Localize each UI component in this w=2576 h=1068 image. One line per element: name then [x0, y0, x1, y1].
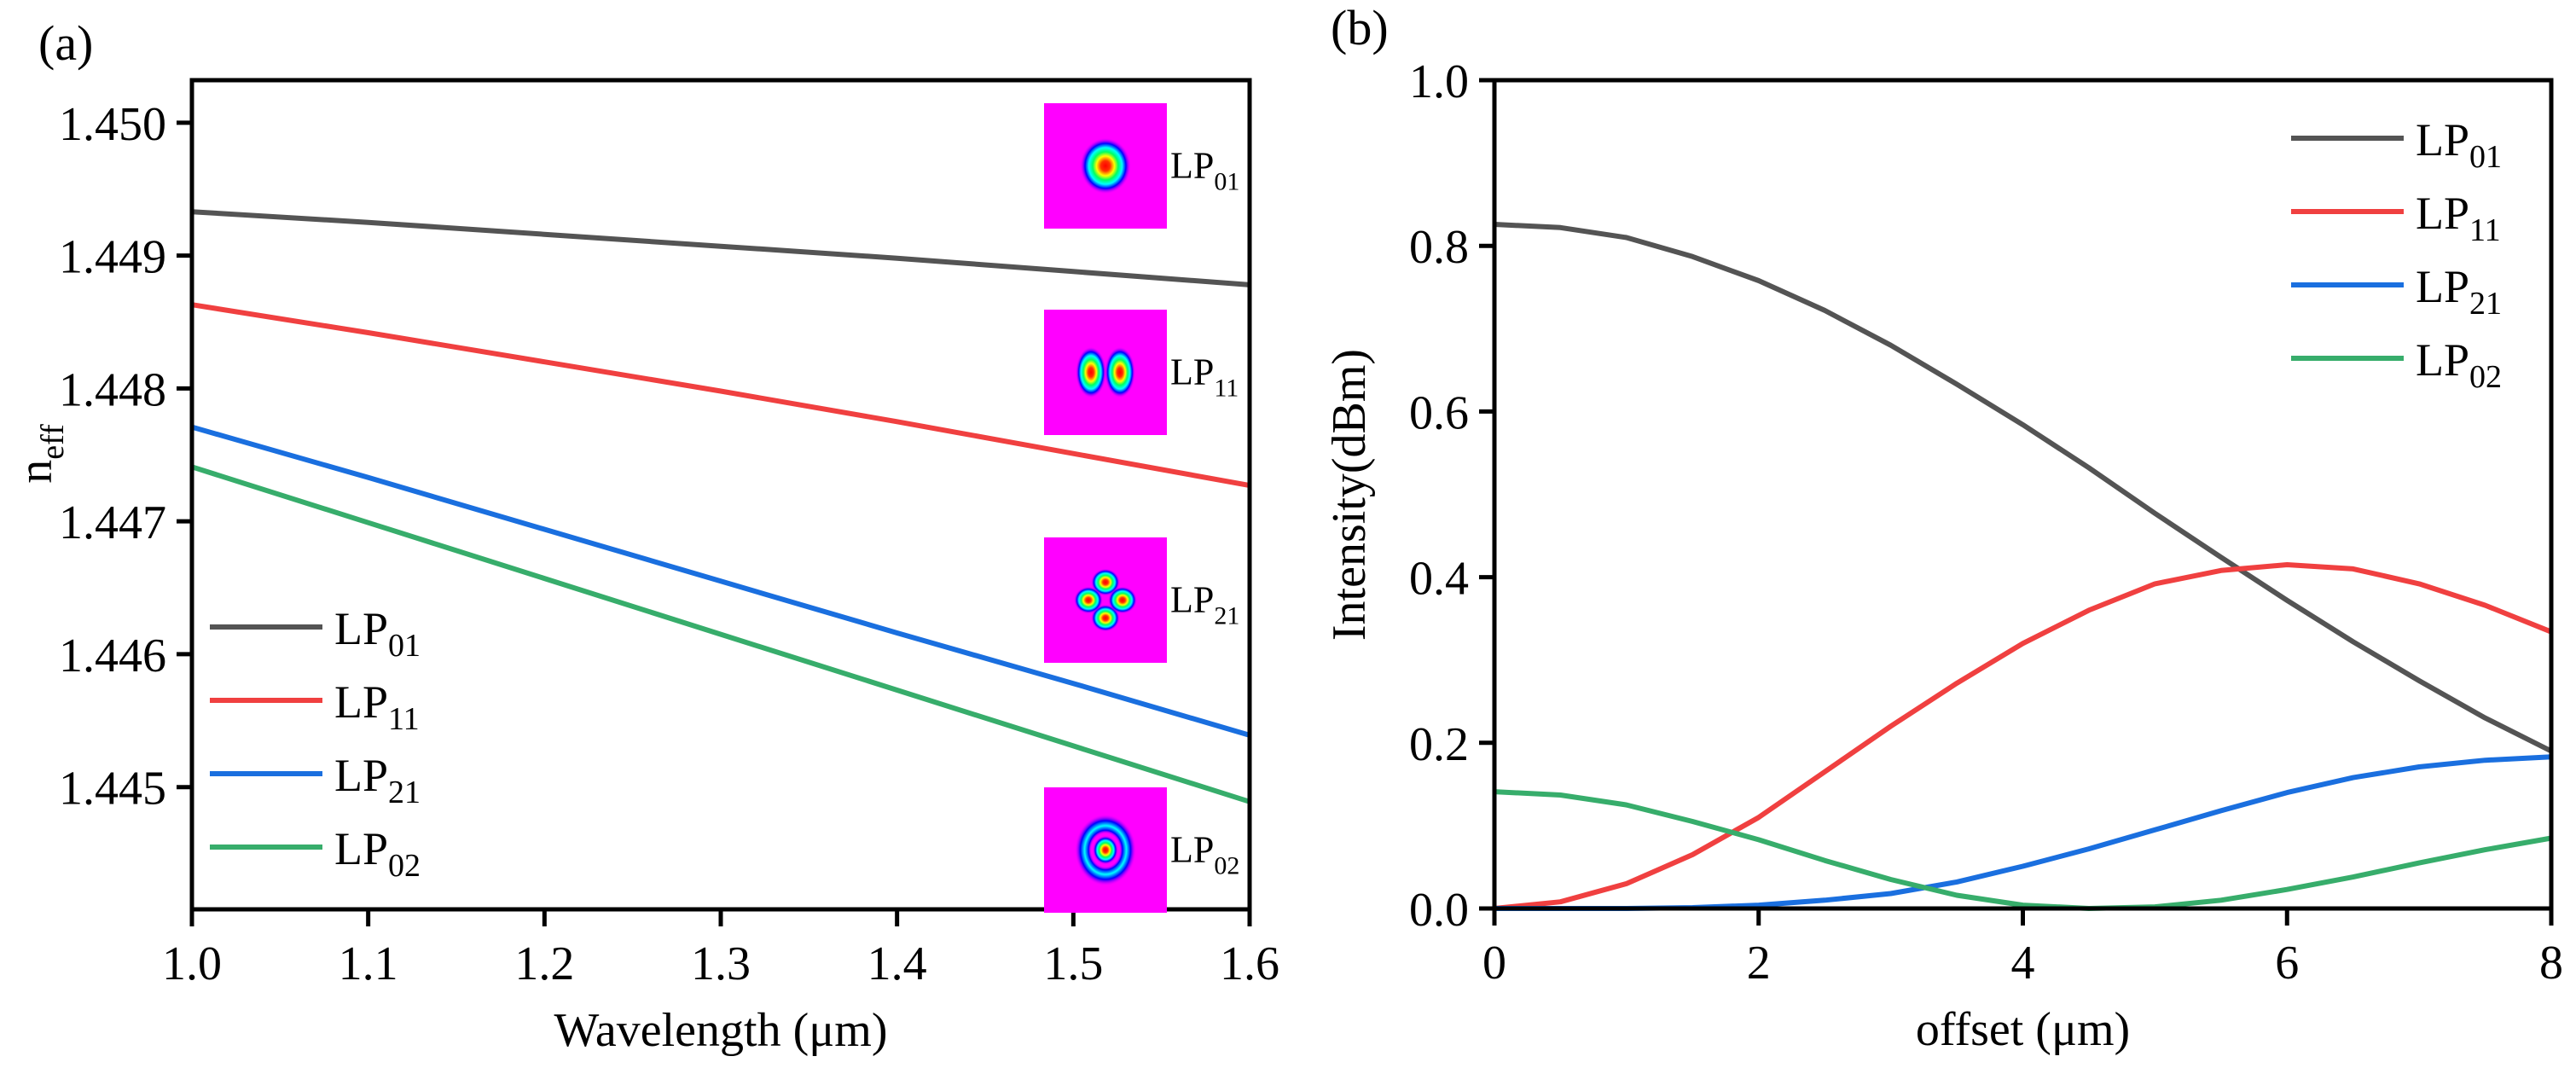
- y-tick-label: 1.450: [59, 98, 166, 151]
- mode-inset-label: LP11: [1170, 351, 1239, 403]
- x-axis-label: Wavelength (μm): [554, 1004, 888, 1057]
- legend-label-sub: 01: [388, 628, 421, 664]
- x-tick-label: 1.4: [867, 937, 927, 990]
- y-tick-label: 1.0: [1409, 55, 1469, 108]
- mode-inset-label-sub: 21: [1214, 602, 1239, 630]
- legend-label: LP21: [2416, 261, 2502, 322]
- mode-lobe: [1093, 835, 1118, 865]
- legend-label: LP21: [334, 750, 421, 810]
- series-line-lp21: [191, 424, 1250, 738]
- y-tick-label: 1.449: [59, 231, 166, 284]
- mode-lobe: [1080, 137, 1131, 194]
- mode-inset-label-sub: 11: [1214, 374, 1239, 403]
- legend-label-main: LP: [334, 750, 388, 801]
- legend-label-sub: 02: [2469, 359, 2502, 395]
- legend-label-sub: 02: [388, 848, 421, 884]
- x-axis-label: offset (μm): [1916, 1003, 2130, 1056]
- panel-label: (a): [38, 15, 93, 71]
- panel-label: (b): [1331, 0, 1389, 55]
- series-line-lp01: [191, 209, 1250, 287]
- legend-label-sub: 01: [2469, 139, 2502, 175]
- y-tick-label: 1.446: [59, 630, 166, 682]
- legend-label-sub: 11: [388, 701, 420, 737]
- y-tick-label: 0.2: [1409, 718, 1469, 771]
- legend-label-sub: 11: [2469, 212, 2501, 248]
- series-line-lp11: [191, 302, 1250, 489]
- x-tick-label: 1.5: [1043, 937, 1103, 990]
- mode-inset-label-main: LP: [1170, 829, 1214, 871]
- x-tick-label: 8: [2539, 937, 2563, 990]
- legend-label-main: LP: [2416, 188, 2469, 239]
- y-tick-label: 0.4: [1409, 553, 1469, 606]
- mode-inset-label-main: LP: [1170, 145, 1214, 187]
- mode-inset-label-main: LP: [1170, 351, 1214, 393]
- x-tick-label: 0: [1482, 937, 1506, 990]
- mode-lobe: [1091, 568, 1120, 596]
- mode-profile-single-spot: [1044, 103, 1167, 229]
- mode-inset-label-main: LP: [1170, 579, 1214, 621]
- mode-profile-two-lobes: [1044, 310, 1167, 435]
- mode-lobe: [1074, 586, 1103, 614]
- legend-label: LP11: [334, 676, 420, 737]
- x-tick-label: 1.2: [514, 937, 574, 990]
- legend-label-sub: 21: [2469, 286, 2502, 322]
- legend-label-sub: 21: [388, 775, 421, 810]
- mode-lobe: [1105, 346, 1135, 398]
- x-tick-label: 1.0: [162, 937, 222, 990]
- legend-label-main: LP: [2416, 334, 2469, 386]
- mode-profile-spot-with-ring: [1044, 787, 1167, 913]
- series-line-lp01: [1494, 222, 2553, 754]
- x-tick-label: 2: [1747, 937, 1771, 990]
- x-tick-label: 6: [2275, 937, 2299, 990]
- mode-inset-label: LP01: [1170, 145, 1239, 196]
- y-axis-label-main: n: [9, 460, 62, 484]
- mode-inset-label: LP02: [1170, 829, 1239, 880]
- x-tick-label: 1.1: [339, 937, 398, 990]
- mode-profile-background: [1044, 537, 1167, 663]
- y-tick-label: 1.448: [59, 363, 166, 416]
- series-line-lp02: [191, 464, 1250, 804]
- x-tick-label: 1.3: [691, 937, 751, 990]
- legend-label-main: LP: [334, 823, 388, 874]
- legend-label: LP11: [2416, 188, 2501, 248]
- legend-label: LP01: [2416, 114, 2502, 175]
- mode-inset-label-sub: 01: [1214, 168, 1239, 196]
- y-tick-label: 0.8: [1409, 221, 1469, 274]
- y-tick-label: 1.445: [59, 763, 166, 816]
- mode-lobe: [1091, 604, 1120, 632]
- mode-inset-label: LP21: [1170, 579, 1239, 630]
- series-line-lp02: [1494, 789, 2552, 911]
- mode-profile-four-lobes: [1044, 537, 1167, 663]
- series-line-lp11: [1494, 562, 2553, 911]
- y-tick-label: 1.447: [59, 496, 166, 549]
- legend-label: LP02: [2416, 334, 2502, 395]
- panel-a: 1.0 1.1 1.2 1.3 1.4 1.5 1.6 1.445 1.446 1.447 1.44…: [9, 15, 1279, 1057]
- mode-inset-label-sub: 02: [1214, 852, 1239, 880]
- x-tick-label: 1.6: [1220, 937, 1279, 990]
- plot-frame: [1492, 78, 2554, 911]
- y-tick-label: 0.0: [1409, 884, 1469, 937]
- legend-label: LP01: [334, 603, 421, 664]
- y-axis-label-sub: eff: [35, 424, 71, 460]
- legend-label-main: LP: [2416, 261, 2469, 312]
- y-tick-label: 0.6: [1409, 386, 1469, 439]
- legend-label: LP02: [334, 823, 421, 884]
- series-line-lp21: [1494, 754, 2552, 911]
- legend-label-main: LP: [334, 603, 388, 654]
- x-tick-label: 4: [2011, 937, 2035, 990]
- y-axis-label: neff: [9, 424, 71, 484]
- mode-lobe: [1108, 586, 1137, 614]
- mode-lobe: [1076, 346, 1106, 398]
- legend-label-main: LP: [2416, 114, 2469, 165]
- y-axis-label: Intensity(dBm): [1323, 349, 1376, 641]
- legend-label-main: LP: [334, 676, 388, 728]
